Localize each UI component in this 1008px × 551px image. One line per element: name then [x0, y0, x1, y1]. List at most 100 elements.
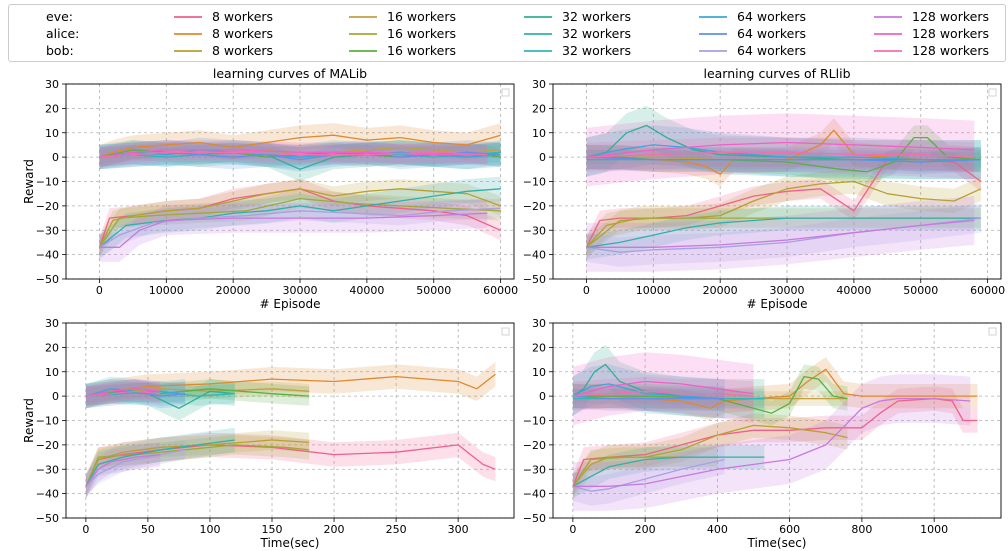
y-tick-label: 0 [52, 390, 59, 403]
legend-entry-label: 16 workers [387, 43, 456, 58]
legend-entry-label: 32 workers [562, 26, 631, 41]
y-tick-label: −40 [523, 488, 546, 501]
confidence-band [99, 179, 501, 258]
empty-legend-box [988, 327, 997, 336]
legend-entry-label: 8 workers [212, 43, 273, 58]
series-line [99, 207, 501, 248]
chart-panel-2: 0 10000 20000 30000 40000 50000 60000 −50 −40 −30… [523, 66, 1005, 311]
confidence-band [572, 374, 971, 511]
plot-marks [98, 123, 501, 262]
x-tick-label: 0 [569, 523, 576, 536]
series-line [572, 458, 725, 492]
y-tick-label: 30 [45, 78, 59, 91]
legend-entry-label: 64 workers [737, 43, 806, 58]
y-tick-label: −40 [523, 249, 546, 262]
confidence-band [572, 386, 978, 499]
series-line [85, 439, 310, 487]
legend: eve: alice: bob: 8 workers 8 workers 8 worker… [8, 4, 1006, 62]
series-line [572, 390, 754, 397]
series-line [85, 439, 235, 487]
y-tick-label: −10 [523, 415, 546, 428]
empty-legend-box [501, 327, 510, 336]
legend-entry-label: 32 workers [562, 9, 631, 24]
y-tick-label: −50 [523, 512, 546, 525]
x-tick-label: 0 [82, 523, 89, 536]
confidence-band [572, 447, 718, 497]
x-tick-label: 100 [199, 523, 220, 536]
empty-legend-box [988, 88, 997, 97]
y-tick-label: −30 [36, 463, 59, 476]
x-tick-label: 800 [851, 523, 872, 536]
x-tick-label: 30000 [283, 284, 318, 297]
y-tick-label: 10 [45, 366, 59, 379]
confidence-band [85, 379, 310, 406]
series-line [98, 188, 501, 248]
confidence-band [572, 444, 725, 506]
confidence-band [572, 364, 848, 426]
series-line [85, 449, 186, 487]
plot-marks [585, 105, 982, 272]
confidence-band [572, 357, 978, 421]
legend-entry-label: 16 workers [387, 26, 456, 41]
series-line [572, 395, 725, 400]
legend-row-label: bob: [46, 43, 74, 58]
series-line [585, 180, 982, 248]
y-tick-label: 30 [45, 317, 59, 330]
x-tick-label: 250 [386, 523, 407, 536]
y-tick-label: 10 [45, 127, 59, 140]
series-line [586, 151, 975, 158]
legend-grid: eve: alice: bob: 8 workers 8 workers 8 worker… [46, 9, 989, 58]
x-tick-label: 150 [262, 523, 283, 536]
y-tick-label: 20 [45, 102, 59, 115]
x-axis-label: # Episode [260, 297, 321, 311]
confidence-band [586, 203, 981, 267]
confidence-band [586, 205, 981, 260]
series-line [572, 424, 848, 487]
series-line [586, 217, 981, 248]
chart-panel-3: 0 50 100 150 200 250 300 −50 −40 −30 −20 −10 0 10 20 30… [22, 317, 515, 550]
x-tick-label: 50000 [416, 284, 451, 297]
confidence-band [586, 125, 981, 184]
y-tick-label: −10 [523, 176, 546, 189]
y-tick-label: −30 [36, 224, 59, 237]
y-tick-label: 30 [532, 78, 546, 91]
y-tick-label: −20 [36, 200, 59, 213]
y-tick-label: 0 [52, 151, 59, 164]
legend-entry-label: 128 workers [912, 9, 989, 24]
plot-marks [572, 344, 978, 511]
y-tick-label: −30 [523, 224, 546, 237]
x-tick-label: 200 [324, 523, 345, 536]
y-tick-label: 10 [532, 127, 546, 140]
legend-entry-label: 128 workers [912, 43, 989, 58]
chart-title: learning curves of RLlib [703, 66, 850, 81]
confidence-band [99, 137, 501, 170]
confidence-band [99, 198, 488, 262]
y-tick-label: −10 [36, 176, 59, 189]
y-tick-label: 10 [532, 366, 546, 379]
chart-panel-1: 0 10000 20000 30000 40000 50000 60000 −50 −40 −30… [22, 66, 518, 311]
series-line [586, 144, 981, 161]
series-line [572, 383, 725, 400]
x-tick-label: 200 [635, 523, 656, 536]
x-tick-label: 0 [583, 284, 590, 297]
series-line [572, 397, 971, 487]
x-tick-label: 20000 [216, 284, 251, 297]
confidence-band [572, 344, 765, 419]
x-tick-label: 20000 [703, 284, 738, 297]
series-line [98, 197, 501, 248]
chart-title: learning curves of MALib [213, 66, 367, 81]
legend-entry-label: 128 workers [912, 26, 989, 41]
y-tick-label: 20 [45, 341, 59, 354]
series-line [572, 380, 754, 397]
confidence-band [586, 208, 981, 258]
chart-panel-4: 0 200 400 600 800 1000 −50 −40 −30 −20 −10 0 10 20 30 T… [523, 317, 1002, 550]
x-tick-label: 10000 [149, 284, 184, 297]
series-line [99, 134, 501, 158]
legend-entry-label: 32 workers [562, 43, 631, 58]
confidence-band [572, 383, 725, 411]
series-line [572, 375, 848, 414]
y-tick-label: −50 [36, 512, 59, 525]
confidence-band [85, 362, 496, 409]
x-tick-label: 10000 [636, 284, 671, 297]
